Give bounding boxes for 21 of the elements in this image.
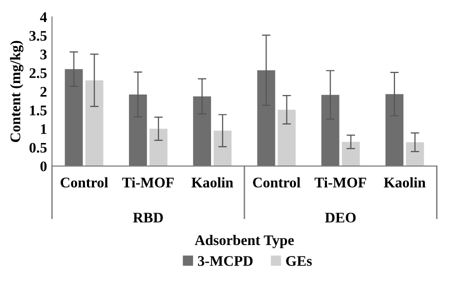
x-tick-label: Ti-MOF xyxy=(314,177,366,188)
legend-label: GEs xyxy=(286,256,312,266)
text: DEO xyxy=(325,212,356,223)
y-tick-label: 1.5 xyxy=(30,106,47,116)
x-tick-label: Kaolin xyxy=(192,177,234,188)
y-tick-label: 3.5 xyxy=(29,30,47,41)
y-axis-title: Content (mg/kg) xyxy=(10,40,24,142)
x-tick-label: Kaolin xyxy=(384,177,426,188)
y-tick-label: 0.5 xyxy=(29,142,47,153)
y-tick-label: 3 xyxy=(40,50,47,60)
y-tick-label: 1 xyxy=(41,124,46,134)
x-tick-label: Ti-MOF xyxy=(122,177,174,188)
legend-label: 3-MCPD xyxy=(198,256,253,266)
y-tick-label: 4 xyxy=(40,12,47,22)
x-tick-label: Control xyxy=(60,177,108,188)
y-tick-label: 0 xyxy=(40,161,47,172)
y-tick-label: 2.5 xyxy=(30,68,47,78)
text: RBD xyxy=(133,212,163,222)
y-tick-label: 2 xyxy=(40,86,47,97)
x-tick-label: Control xyxy=(252,177,300,188)
x-axis-title: Adsorbent Type xyxy=(194,234,294,248)
